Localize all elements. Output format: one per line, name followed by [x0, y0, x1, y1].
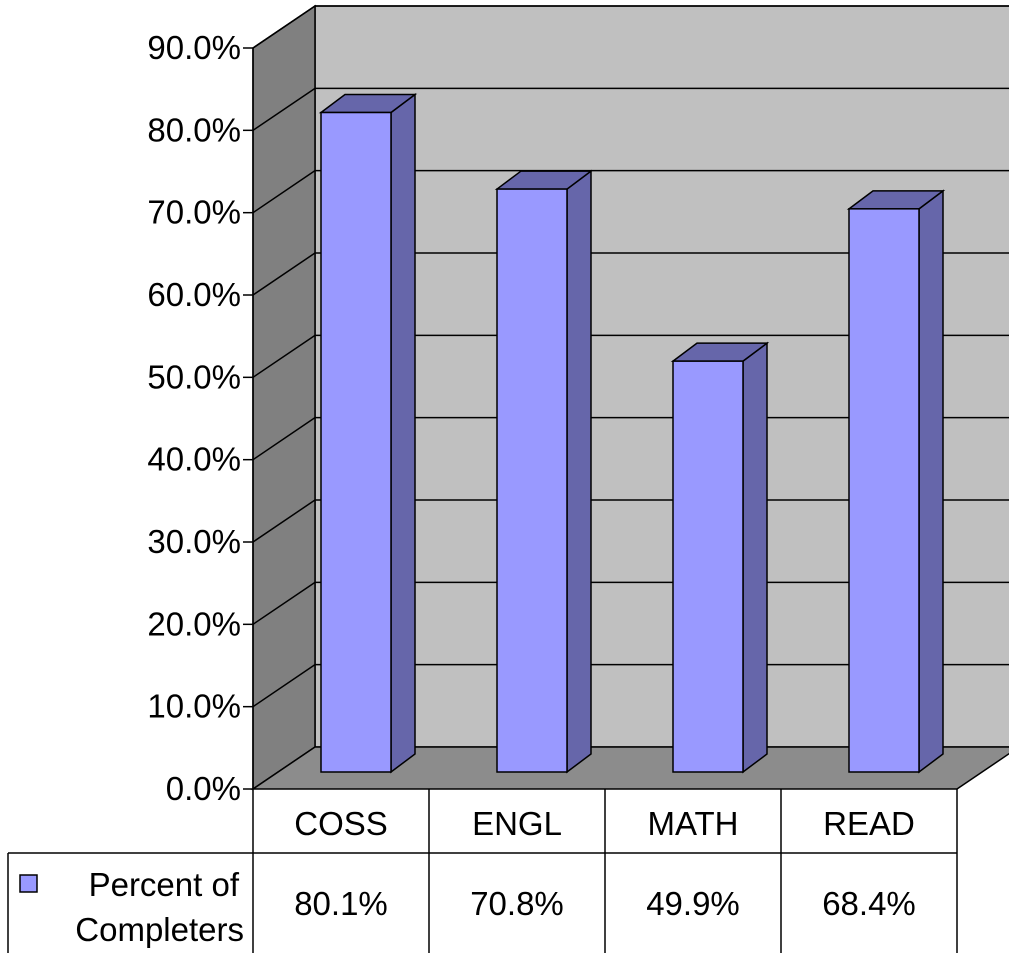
gridline [252, 663, 1009, 708]
gridlines [252, 5, 1009, 708]
bar-engl [494, 169, 594, 774]
gridline [252, 499, 1009, 543]
gridline [252, 87, 1009, 131]
bar-front [496, 188, 568, 773]
bar-side [390, 93, 416, 774]
y-tick-label: 40.0% [147, 441, 241, 478]
category-label: MATH [647, 805, 738, 842]
bar-read [846, 189, 946, 774]
chart-walls [250, 4, 1009, 791]
y-tick-label: 80.0% [147, 111, 241, 148]
data-label: 68.4% [822, 885, 916, 922]
y-tick-label: 90.0% [147, 29, 241, 66]
category-label: ENGL [472, 805, 562, 842]
gridline [252, 416, 1009, 461]
legend-label-line-1: Percent of [89, 866, 240, 903]
category-label: READ [823, 805, 915, 842]
y-tick-label: 30.0% [147, 523, 241, 560]
legend-swatch [19, 874, 38, 893]
y-tick-label: 60.0% [147, 276, 241, 313]
floor [250, 746, 1009, 790]
bar-side [918, 189, 944, 774]
gridline [252, 334, 1009, 378]
data-label: 80.1% [294, 885, 388, 922]
y-tick-label: 70.0% [147, 194, 241, 231]
gridline [252, 5, 1009, 49]
bar-side [566, 169, 592, 774]
bar-front [672, 360, 744, 773]
bar-front [320, 111, 392, 773]
bar-coss [318, 93, 418, 774]
data-table: COSS ENGL MATH READ 80.1% 70.8% 49.9% 68.4% Perc… [7, 789, 958, 953]
y-tick-label: 0.0% [166, 770, 241, 807]
y-tick-label: 50.0% [147, 358, 241, 395]
y-axis: 0.0% 10.0% 20.0% 30.0% 40.0% 50.0% 60.0% 70.0% 8… [147, 29, 254, 807]
bar-front [848, 208, 920, 773]
legend-label-line-2: Completers [75, 911, 244, 948]
bar-side [742, 341, 768, 774]
bar-math [670, 341, 770, 774]
data-label: 70.8% [470, 885, 564, 922]
data-label: 49.9% [646, 885, 740, 922]
gridline [252, 581, 1009, 625]
y-tick-label: 20.0% [147, 605, 241, 642]
gridline [252, 252, 1009, 296]
bars [318, 93, 946, 774]
category-label: COSS [294, 805, 388, 842]
gridline [252, 169, 1009, 214]
y-tick-label: 10.0% [147, 688, 241, 725]
